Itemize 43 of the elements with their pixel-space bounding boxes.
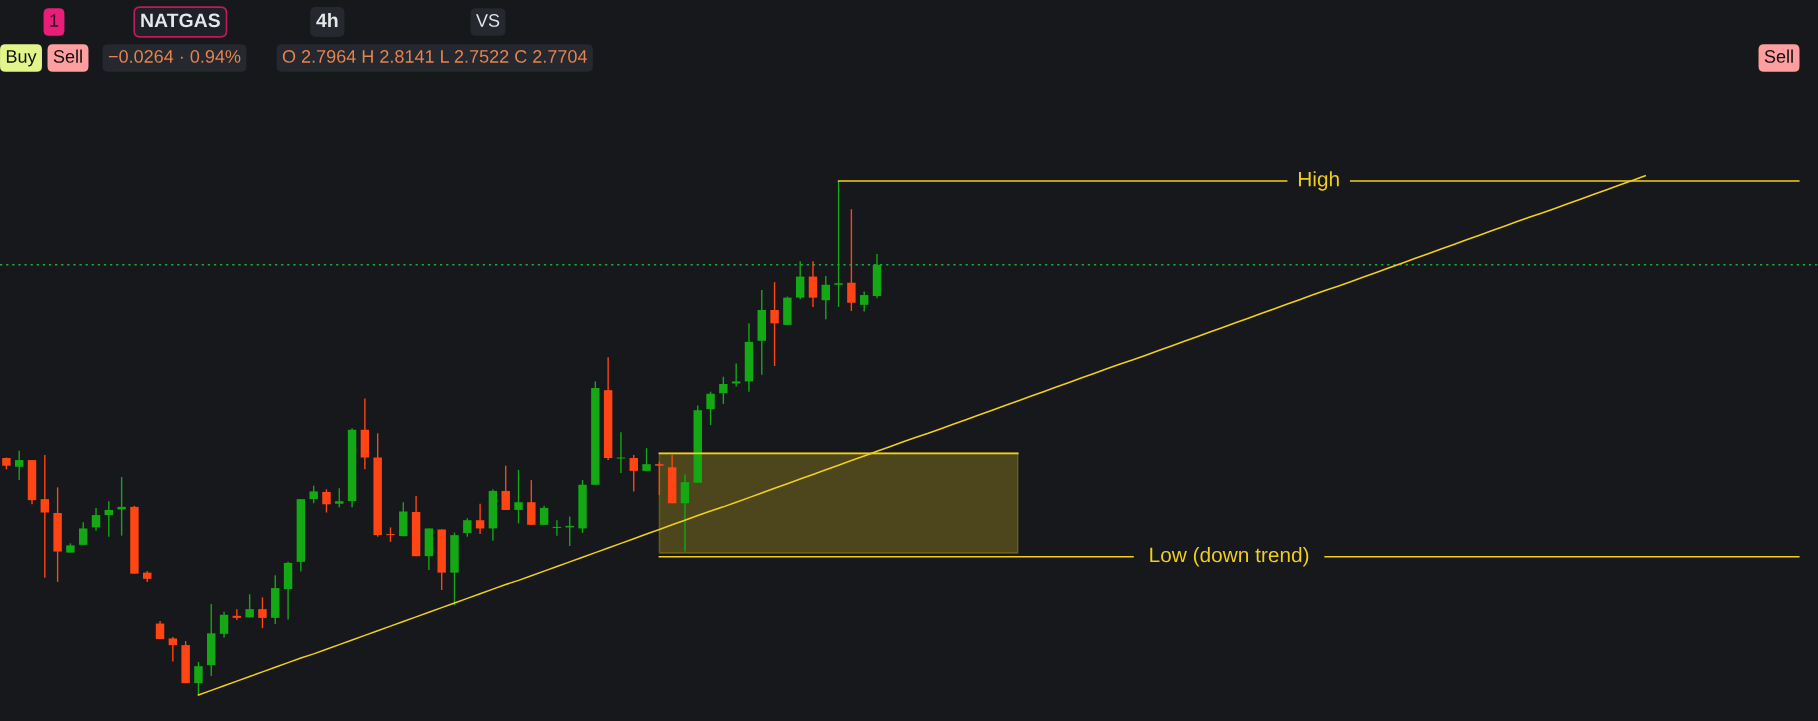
candlestick — [194, 661, 203, 696]
candlestick — [795, 260, 805, 300]
candlestick — [232, 608, 242, 621]
chart-subtitle: 4h — [316, 12, 338, 28]
text: −0.0264 · 0.94% — [108, 50, 241, 63]
candlestick — [770, 281, 779, 367]
candlestick — [104, 500, 114, 538]
candlestick — [258, 596, 267, 629]
chart-title: NATGAS — [141, 13, 220, 28]
candlestick — [539, 505, 549, 526]
candlestick — [219, 611, 229, 639]
candlestick — [527, 479, 536, 526]
candlestick — [680, 473, 690, 553]
candlestick — [463, 517, 472, 538]
candlestick — [859, 290, 869, 313]
candlestick — [322, 488, 331, 514]
candlestick — [91, 507, 101, 532]
candlestick — [719, 376, 728, 405]
candlestick — [706, 391, 715, 426]
candlestick — [514, 469, 523, 524]
text: Buy — [6, 50, 37, 67]
series-label: High — [1298, 171, 1339, 191]
text: Sell — [1764, 49, 1793, 63]
candlestick — [629, 454, 638, 493]
candlestick — [335, 487, 344, 509]
candlestick — [168, 636, 178, 663]
candlestick — [808, 260, 818, 308]
text: 1 — [50, 14, 59, 27]
candlestick — [834, 180, 843, 308]
candlestick — [847, 208, 856, 312]
text: O 2.7964 H 2.8141 L 2.7522 C 2.7704 — [282, 50, 587, 63]
candlestick — [731, 362, 741, 388]
candlestick — [821, 275, 831, 320]
candlestick — [655, 460, 664, 496]
candlestick — [475, 503, 485, 535]
text: Sell — [53, 49, 82, 63]
candlestick — [40, 454, 50, 579]
candlestick — [78, 521, 88, 546]
candlestick — [501, 465, 510, 511]
text: VS — [476, 14, 500, 27]
candlestick — [14, 450, 24, 481]
candlestick — [642, 447, 651, 472]
series-label: Low (down trend) — [1150, 547, 1309, 567]
